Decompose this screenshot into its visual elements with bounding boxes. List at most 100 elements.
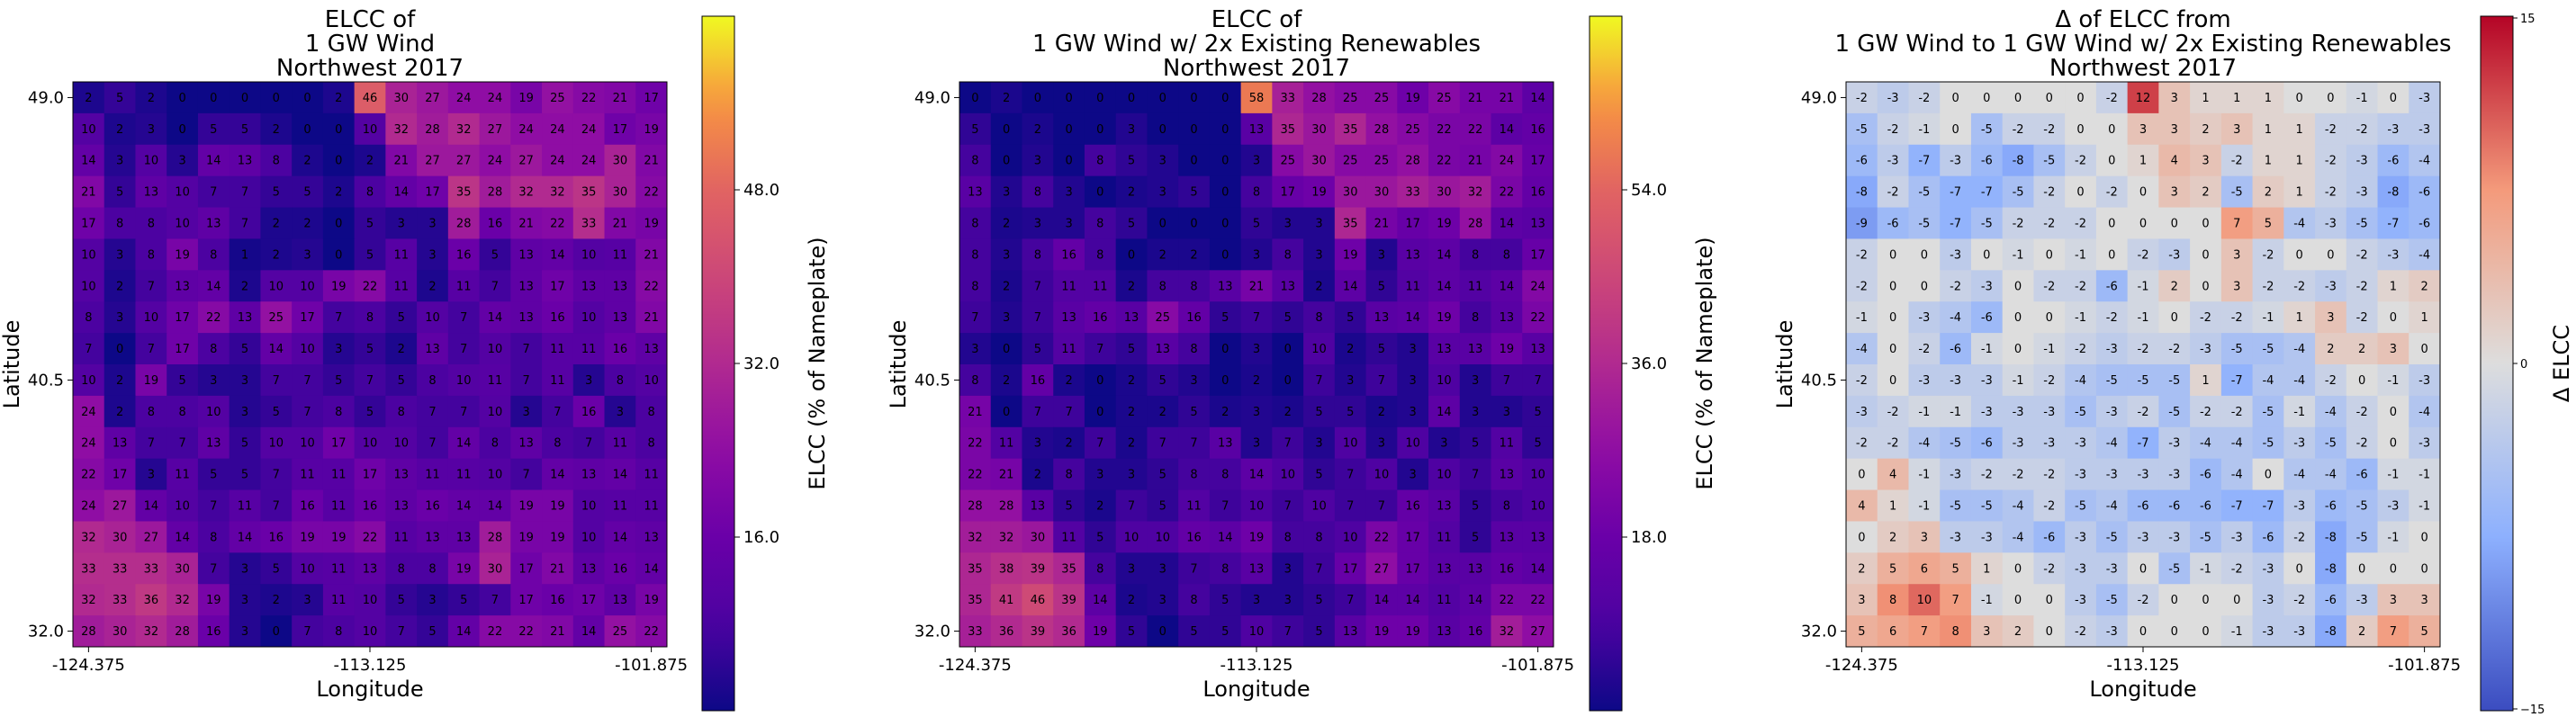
heatmap-cell bbox=[1178, 458, 1211, 491]
heatmap-cell bbox=[292, 584, 324, 616]
heatmap-cell bbox=[1303, 270, 1336, 302]
heatmap-panel-2: ELCC of1 GW Wind w/ 2x Existing Renewabl… bbox=[886, 6, 1717, 712]
cell-value-label: 0 bbox=[2046, 92, 2053, 105]
heatmap-cell bbox=[1240, 521, 1273, 553]
heatmap-cell bbox=[1428, 333, 1461, 365]
cell-value-label: 0 bbox=[2390, 406, 2397, 419]
heatmap-cell bbox=[2190, 552, 2222, 585]
heatmap-cell bbox=[260, 270, 293, 302]
heatmap-cell bbox=[1908, 144, 1941, 177]
cell-value-label: 7 bbox=[554, 406, 561, 419]
cell-value-label: 13 bbox=[1530, 531, 1545, 544]
heatmap-cell bbox=[1115, 426, 1148, 460]
heatmap-cell bbox=[1877, 426, 1909, 460]
heatmap-cell bbox=[322, 458, 356, 491]
heatmap-cell bbox=[2252, 458, 2284, 491]
heatmap-cell bbox=[604, 521, 636, 553]
cell-value-label: 33 bbox=[81, 562, 96, 576]
heatmap-cell bbox=[604, 364, 636, 397]
heatmap-cell bbox=[2158, 364, 2191, 397]
heatmap-cell bbox=[197, 395, 230, 428]
cell-value-label: 13 bbox=[581, 280, 597, 293]
heatmap-cell bbox=[2220, 207, 2254, 239]
cell-value-label: 11 bbox=[331, 469, 347, 482]
heatmap-cell bbox=[73, 301, 105, 334]
cell-value-label: 14 bbox=[1249, 469, 1265, 482]
cell-value-label: 16 bbox=[613, 562, 628, 576]
cell-value-label: 5 bbox=[1347, 311, 1354, 325]
cell-value-label: 10 bbox=[1249, 625, 1265, 639]
cell-value-label: -5 bbox=[2356, 531, 2368, 544]
cell-value-label: 0 bbox=[2390, 311, 2397, 325]
cell-value-label: -3 bbox=[2387, 248, 2399, 262]
cell-value-label: 5 bbox=[241, 123, 248, 137]
heatmap-cell bbox=[1908, 112, 1941, 146]
x-tick-label: -124.375 bbox=[52, 656, 125, 675]
cell-value-label: 13 bbox=[144, 186, 159, 200]
x-tick-label: -113.125 bbox=[334, 656, 407, 675]
heatmap-cell bbox=[1240, 82, 1273, 114]
cell-value-label: 0 bbox=[335, 123, 342, 137]
heatmap-cell bbox=[1459, 175, 1492, 209]
heatmap-cell bbox=[73, 82, 105, 114]
cell-value-label: 27 bbox=[1530, 625, 1545, 639]
heatmap-cell bbox=[447, 238, 481, 271]
heatmap-cell bbox=[1303, 521, 1336, 553]
cell-value-label: 7 bbox=[303, 406, 311, 419]
heatmap-cell bbox=[1115, 552, 1148, 585]
heatmap-cell bbox=[447, 301, 481, 334]
heatmap-cell bbox=[2127, 521, 2159, 553]
cell-value-label: 3 bbox=[2171, 123, 2178, 137]
heatmap-cell bbox=[104, 82, 136, 114]
heatmap-cell bbox=[197, 270, 230, 302]
heatmap-cell bbox=[2002, 333, 2034, 365]
heatmap-cell bbox=[635, 364, 668, 397]
cell-value-label: 7 bbox=[273, 469, 280, 482]
cell-value-label: 5 bbox=[1065, 500, 1072, 514]
heatmap-cell bbox=[1459, 364, 1492, 397]
heatmap-cell bbox=[1303, 112, 1336, 146]
heatmap-cell bbox=[2252, 364, 2284, 397]
heatmap-cell bbox=[604, 552, 636, 585]
heatmap-cell bbox=[135, 615, 167, 648]
cell-value-label: 3 bbox=[1253, 437, 1260, 451]
heatmap-cell bbox=[1209, 112, 1242, 146]
cell-value-label: -4 bbox=[2293, 218, 2305, 231]
heatmap-cell bbox=[479, 207, 511, 239]
cell-value-label: -3 bbox=[2168, 437, 2180, 451]
heatmap-cell bbox=[1428, 521, 1461, 553]
cell-value-label: 7 bbox=[1284, 437, 1292, 451]
cell-value-label: -5 bbox=[2168, 374, 2180, 388]
heatmap-cell bbox=[959, 489, 992, 522]
heatmap-cell bbox=[1970, 301, 2004, 334]
cell-value-label: 2 bbox=[116, 123, 123, 137]
cell-value-label: 11 bbox=[393, 248, 409, 262]
cell-value-label: 0 bbox=[2202, 594, 2209, 607]
heatmap-cell bbox=[604, 207, 636, 239]
heatmap-cell bbox=[2065, 521, 2097, 553]
heatmap-cell bbox=[2252, 426, 2284, 460]
y-tick-label: 49.0 bbox=[914, 88, 950, 107]
cell-value-label: 3 bbox=[1128, 469, 1135, 482]
heatmap-cell bbox=[197, 82, 230, 114]
heatmap-cell bbox=[135, 333, 167, 365]
heatmap-cell bbox=[1334, 82, 1367, 114]
heatmap-cell bbox=[104, 207, 136, 239]
cell-value-label: 7 bbox=[178, 437, 185, 451]
heatmap-cell bbox=[417, 301, 449, 334]
heatmap-cell bbox=[1303, 301, 1336, 334]
cell-value-label: -4 bbox=[1856, 343, 1868, 356]
cell-value-label: 13 bbox=[1500, 531, 1515, 544]
heatmap-cell bbox=[447, 112, 481, 146]
cell-value-label: -1 bbox=[2200, 562, 2211, 576]
cell-value-label: 27 bbox=[1374, 562, 1390, 576]
heatmap-cell bbox=[2346, 521, 2379, 553]
heatmap-cell bbox=[1428, 552, 1461, 585]
cell-value-label: 10 bbox=[1917, 594, 1932, 607]
cell-value-label: 7 bbox=[148, 280, 155, 293]
cell-value-label: 0 bbox=[1003, 123, 1010, 137]
cell-value-label: -2 bbox=[2138, 594, 2149, 607]
heatmap-cell bbox=[604, 270, 636, 302]
heatmap-cell bbox=[2220, 521, 2254, 553]
cell-value-label: 17 bbox=[175, 343, 190, 356]
